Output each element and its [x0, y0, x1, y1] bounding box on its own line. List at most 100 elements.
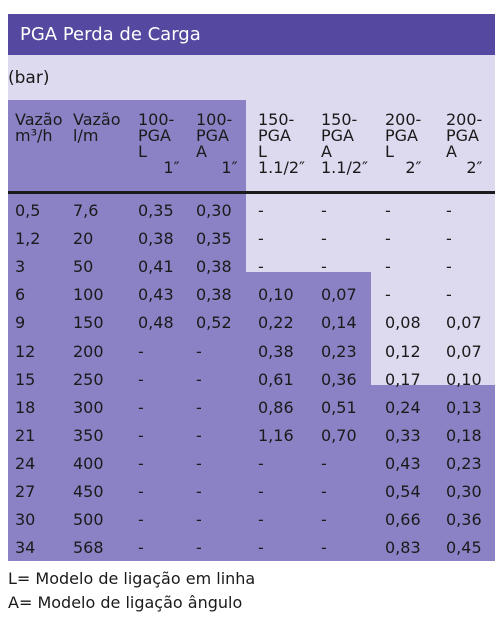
table-cell: - [258, 482, 264, 501]
table-cell: 100 [73, 285, 104, 305]
footnote-l: L= Modelo de ligação em linha [8, 569, 256, 588]
table-cell: 3 [15, 257, 26, 277]
table-cell: 300 [73, 397, 104, 417]
column-header: Vazão m³/h [15, 110, 63, 145]
table-cell: 9 [15, 313, 26, 333]
table-cell: - [321, 201, 327, 220]
table-cell: 24 [15, 453, 36, 473]
table-cell: 0,48 [138, 313, 174, 333]
table-cell: 0,07 [446, 341, 482, 361]
table-cell: 0,30 [196, 201, 232, 220]
table-cell: 21 [15, 425, 36, 445]
table-cell: 12 [15, 341, 36, 361]
table-cell: - [258, 538, 264, 558]
table-cell: 0,38 [258, 341, 294, 361]
table-cell: 0,5 [15, 201, 41, 220]
table-cell: - [258, 453, 264, 473]
table-cell: - [258, 257, 264, 277]
table-cell: - [321, 482, 327, 501]
table-cell: 0,35 [196, 229, 232, 249]
table-cell: 27 [15, 482, 36, 501]
table-cell: - [196, 369, 202, 389]
table-cell: - [138, 510, 144, 530]
table-cell: - [321, 510, 327, 530]
table-cell: - [321, 453, 327, 473]
table-cell: 0,83 [385, 538, 421, 558]
table-cell: 450 [73, 482, 104, 501]
table-cell: 150 [73, 313, 104, 333]
table-cell: - [321, 229, 327, 249]
table-cell: - [196, 425, 202, 445]
table-cell: - [385, 285, 391, 305]
table-cell: 0,70 [321, 425, 357, 445]
column-header: 200- PGA L 2″ [385, 110, 422, 177]
table-cell: 1,16 [258, 425, 294, 445]
table-cell: 0,08 [385, 313, 421, 333]
unit-label: (bar) [8, 68, 50, 88]
table-cell: 250 [73, 369, 104, 389]
table-cell: - [321, 257, 327, 277]
table-cell: - [385, 229, 391, 249]
table-cell: 0,52 [196, 313, 232, 333]
shade-150-columns [246, 272, 371, 561]
table-cell: 0,30 [446, 482, 482, 501]
table-cell: 500 [73, 510, 104, 530]
table-cell: - [446, 201, 452, 220]
table-cell: - [446, 285, 452, 305]
table-cell: - [196, 397, 202, 417]
table-cell: 6 [15, 285, 26, 305]
table-cell: - [258, 201, 264, 220]
header-divider [8, 191, 495, 194]
table-cell: - [196, 510, 202, 530]
table-cell: 0,13 [446, 397, 482, 417]
table-cell: 0,23 [446, 453, 482, 473]
table-cell: - [196, 482, 202, 501]
table-cell: - [385, 257, 391, 277]
table-cell: 0,10 [446, 369, 482, 389]
column-header: Vazão l/m [73, 110, 121, 145]
table-cell: 0,10 [258, 285, 294, 305]
table-cell: 30 [15, 510, 36, 530]
table-cell: 18 [15, 397, 36, 417]
table-cell: 7,6 [73, 201, 99, 220]
table-cell: - [321, 538, 327, 558]
table-cell: 0,41 [138, 257, 174, 277]
table-cell: 0,17 [385, 369, 421, 389]
table-cell: 0,35 [138, 201, 174, 220]
table-cell: 0,86 [258, 397, 294, 417]
table-cell: 0,07 [446, 313, 482, 333]
table-cell: - [138, 538, 144, 558]
loss-table [8, 55, 495, 561]
column-header: 150- PGA L 1.1/2″ [258, 110, 305, 177]
table-cell: 0,23 [321, 341, 357, 361]
footnote-a: A= Modelo de ligação ângulo [8, 593, 243, 612]
table-cell: 50 [73, 257, 94, 277]
table-cell: - [138, 341, 144, 361]
column-header: 200- PGA A 2″ [446, 110, 483, 177]
table-cell: 0,54 [385, 482, 421, 501]
table-cell: 0,43 [138, 285, 174, 305]
table-cell: 400 [73, 453, 104, 473]
table-cell: - [196, 538, 202, 558]
table-cell: - [385, 201, 391, 220]
table-cell: 0,61 [258, 369, 294, 389]
table-cell: 34 [15, 538, 36, 558]
table-cell: 0,38 [138, 229, 174, 249]
table-cell: - [258, 229, 264, 249]
shade-200-columns [371, 385, 495, 561]
table-cell: 15 [15, 369, 36, 389]
table-cell: 350 [73, 425, 104, 445]
table-cell: - [138, 369, 144, 389]
table-cell: - [196, 341, 202, 361]
column-header: 100- PGA A 1″ [196, 110, 238, 177]
table-cell: 20 [73, 229, 94, 249]
table-cell: - [196, 453, 202, 473]
table-cell: 0,12 [385, 341, 421, 361]
table-cell: 0,36 [321, 369, 357, 389]
table-title-bar: PGA Perda de Carga [8, 14, 495, 55]
table-cell: 0,36 [446, 510, 482, 530]
table-cell: - [138, 453, 144, 473]
table-cell: 0,07 [321, 285, 357, 305]
column-header: 150- PGA A 1.1/2″ [321, 110, 368, 177]
table-title: PGA Perda de Carga [20, 24, 201, 45]
